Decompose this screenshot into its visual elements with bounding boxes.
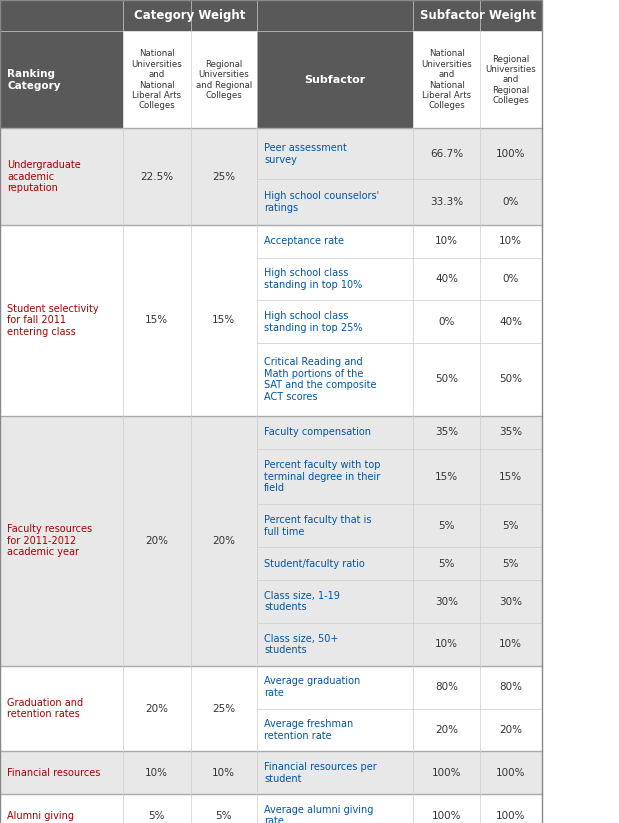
Text: 33.3%: 33.3% [430, 197, 463, 207]
Text: 66.7%: 66.7% [430, 149, 463, 159]
Text: 100%: 100% [496, 149, 526, 159]
Text: 5%: 5% [149, 811, 165, 821]
Bar [0, 416, 542, 666]
Text: Class size, 50+
students: Class size, 50+ students [264, 634, 339, 655]
Text: 20%: 20% [145, 536, 168, 546]
Text: 10%: 10% [435, 236, 458, 246]
Text: Financial resources per
student: Financial resources per student [264, 762, 377, 783]
Text: 20%: 20% [212, 536, 235, 546]
Bar [0, 0, 542, 823]
Text: 5%: 5% [438, 559, 455, 569]
Text: Regional
Universities
and Regional
Colleges: Regional Universities and Regional Colle… [196, 60, 252, 100]
Text: 5%: 5% [215, 811, 232, 821]
Text: High school class
standing in top 10%: High school class standing in top 10% [264, 268, 363, 290]
Text: 22.5%: 22.5% [140, 171, 173, 182]
Text: 10%: 10% [435, 639, 458, 649]
Text: Faculty compensation: Faculty compensation [264, 427, 371, 437]
Text: Faculty resources
for 2011-2012
academic year: Faculty resources for 2011-2012 academic… [7, 524, 93, 557]
Text: 15%: 15% [499, 472, 522, 481]
Text: 80%: 80% [499, 682, 522, 692]
Bar [480, 31, 542, 128]
Text: Student/faculty ratio: Student/faculty ratio [264, 559, 365, 569]
Text: 50%: 50% [435, 374, 458, 384]
Text: 0%: 0% [503, 274, 519, 284]
Text: 15%: 15% [212, 315, 235, 325]
Text: Percent faculty with top
terminal degree in their
field: Percent faculty with top terminal degree… [264, 460, 381, 493]
Bar [0, 31, 123, 128]
Bar [0, 794, 542, 823]
Text: 50%: 50% [499, 374, 522, 384]
Text: Alumni giving: Alumni giving [7, 811, 74, 821]
Text: 10%: 10% [499, 236, 522, 246]
Text: 35%: 35% [499, 427, 522, 437]
Text: Class size, 1-19
students: Class size, 1-19 students [264, 591, 340, 612]
Text: 30%: 30% [499, 597, 522, 607]
Bar [191, 31, 257, 128]
Bar [0, 751, 542, 794]
Text: 10%: 10% [499, 639, 522, 649]
Text: Peer assessment
survey: Peer assessment survey [264, 143, 347, 165]
Text: National
Universities
and
National
Liberal Arts
Colleges: National Universities and National Liber… [131, 49, 182, 110]
Text: Subfactor: Subfactor [305, 75, 366, 85]
Text: Subfactor Weight: Subfactor Weight [420, 9, 535, 22]
Text: 15%: 15% [145, 315, 168, 325]
Text: 15%: 15% [435, 472, 458, 481]
Text: 30%: 30% [435, 597, 458, 607]
Text: 20%: 20% [435, 725, 458, 735]
Text: 100%: 100% [496, 811, 526, 821]
Text: 40%: 40% [435, 274, 458, 284]
Text: 20%: 20% [145, 704, 168, 714]
Bar [0, 128, 542, 225]
Text: 10%: 10% [212, 768, 235, 778]
Bar [0, 666, 542, 751]
Text: Percent faculty that is
full time: Percent faculty that is full time [264, 515, 372, 537]
Text: Critical Reading and
Math portions of the
SAT and the composite
ACT scores: Critical Reading and Math portions of th… [264, 357, 377, 402]
Text: 25%: 25% [212, 171, 235, 182]
Text: 10%: 10% [145, 768, 168, 778]
Text: 80%: 80% [435, 682, 458, 692]
Text: Category Weight: Category Weight [134, 9, 245, 22]
Text: 100%: 100% [432, 768, 461, 778]
Text: 5%: 5% [503, 521, 519, 531]
Text: Graduation and
retention rates: Graduation and retention rates [7, 698, 84, 719]
Bar [123, 31, 191, 128]
Text: Average graduation
rate: Average graduation rate [264, 677, 360, 698]
Bar [0, 225, 542, 416]
Text: Student selectivity
for fall 2011
entering class: Student selectivity for fall 2011 enteri… [7, 304, 99, 337]
Text: Average alumni giving
rate: Average alumni giving rate [264, 805, 374, 823]
Text: High school class
standing in top 25%: High school class standing in top 25% [264, 311, 363, 332]
Text: 5%: 5% [438, 521, 455, 531]
Text: 100%: 100% [432, 811, 461, 821]
Bar [257, 31, 413, 128]
Text: 40%: 40% [499, 317, 522, 327]
Text: 25%: 25% [212, 704, 235, 714]
Text: 0%: 0% [503, 197, 519, 207]
Text: Acceptance rate: Acceptance rate [264, 236, 344, 246]
Text: Regional
Universities
and
Regional
Colleges: Regional Universities and Regional Colle… [485, 54, 536, 105]
Text: National
Universities
and
National
Liberal Arts
Colleges: National Universities and National Liber… [422, 49, 472, 110]
Bar [0, 0, 542, 31]
Text: 5%: 5% [503, 559, 519, 569]
Text: 0%: 0% [438, 317, 455, 327]
Text: 35%: 35% [435, 427, 458, 437]
Text: Ranking
Category: Ranking Category [7, 69, 61, 91]
Bar [413, 31, 480, 128]
Text: 20%: 20% [499, 725, 522, 735]
Text: 100%: 100% [496, 768, 526, 778]
Text: High school counselors'
ratings: High school counselors' ratings [264, 191, 379, 213]
Text: Average freshman
retention rate: Average freshman retention rate [264, 719, 353, 741]
Text: Financial resources: Financial resources [7, 768, 101, 778]
Text: Undergraduate
academic
reputation: Undergraduate academic reputation [7, 160, 81, 193]
